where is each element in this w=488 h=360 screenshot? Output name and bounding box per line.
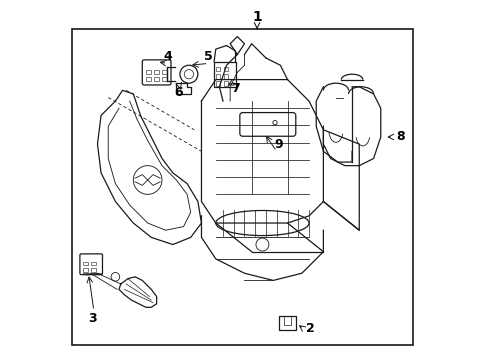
Bar: [278, 316, 296, 330]
Bar: [223, 74, 228, 78]
Bar: [284, 316, 290, 325]
Bar: [223, 81, 228, 86]
Bar: [215, 74, 220, 78]
Text: 1: 1: [252, 10, 262, 24]
Bar: [72, 30, 412, 345]
Bar: [162, 77, 167, 81]
Bar: [83, 268, 88, 272]
Text: 4: 4: [163, 50, 171, 63]
Bar: [146, 77, 151, 81]
Text: 8: 8: [395, 130, 404, 144]
Text: 2: 2: [306, 322, 315, 335]
Bar: [162, 69, 167, 74]
Bar: [91, 268, 96, 272]
Bar: [83, 262, 88, 265]
Bar: [91, 262, 96, 265]
Bar: [154, 69, 159, 74]
Text: 9: 9: [274, 138, 282, 150]
Text: 5: 5: [204, 50, 213, 63]
Text: 3: 3: [88, 311, 96, 325]
Bar: [215, 67, 220, 71]
Text: 6: 6: [174, 86, 182, 99]
Bar: [223, 67, 228, 71]
Text: 7: 7: [231, 82, 240, 95]
Bar: [154, 77, 159, 81]
Bar: [215, 81, 220, 86]
Bar: [146, 69, 151, 74]
Bar: [214, 62, 235, 87]
